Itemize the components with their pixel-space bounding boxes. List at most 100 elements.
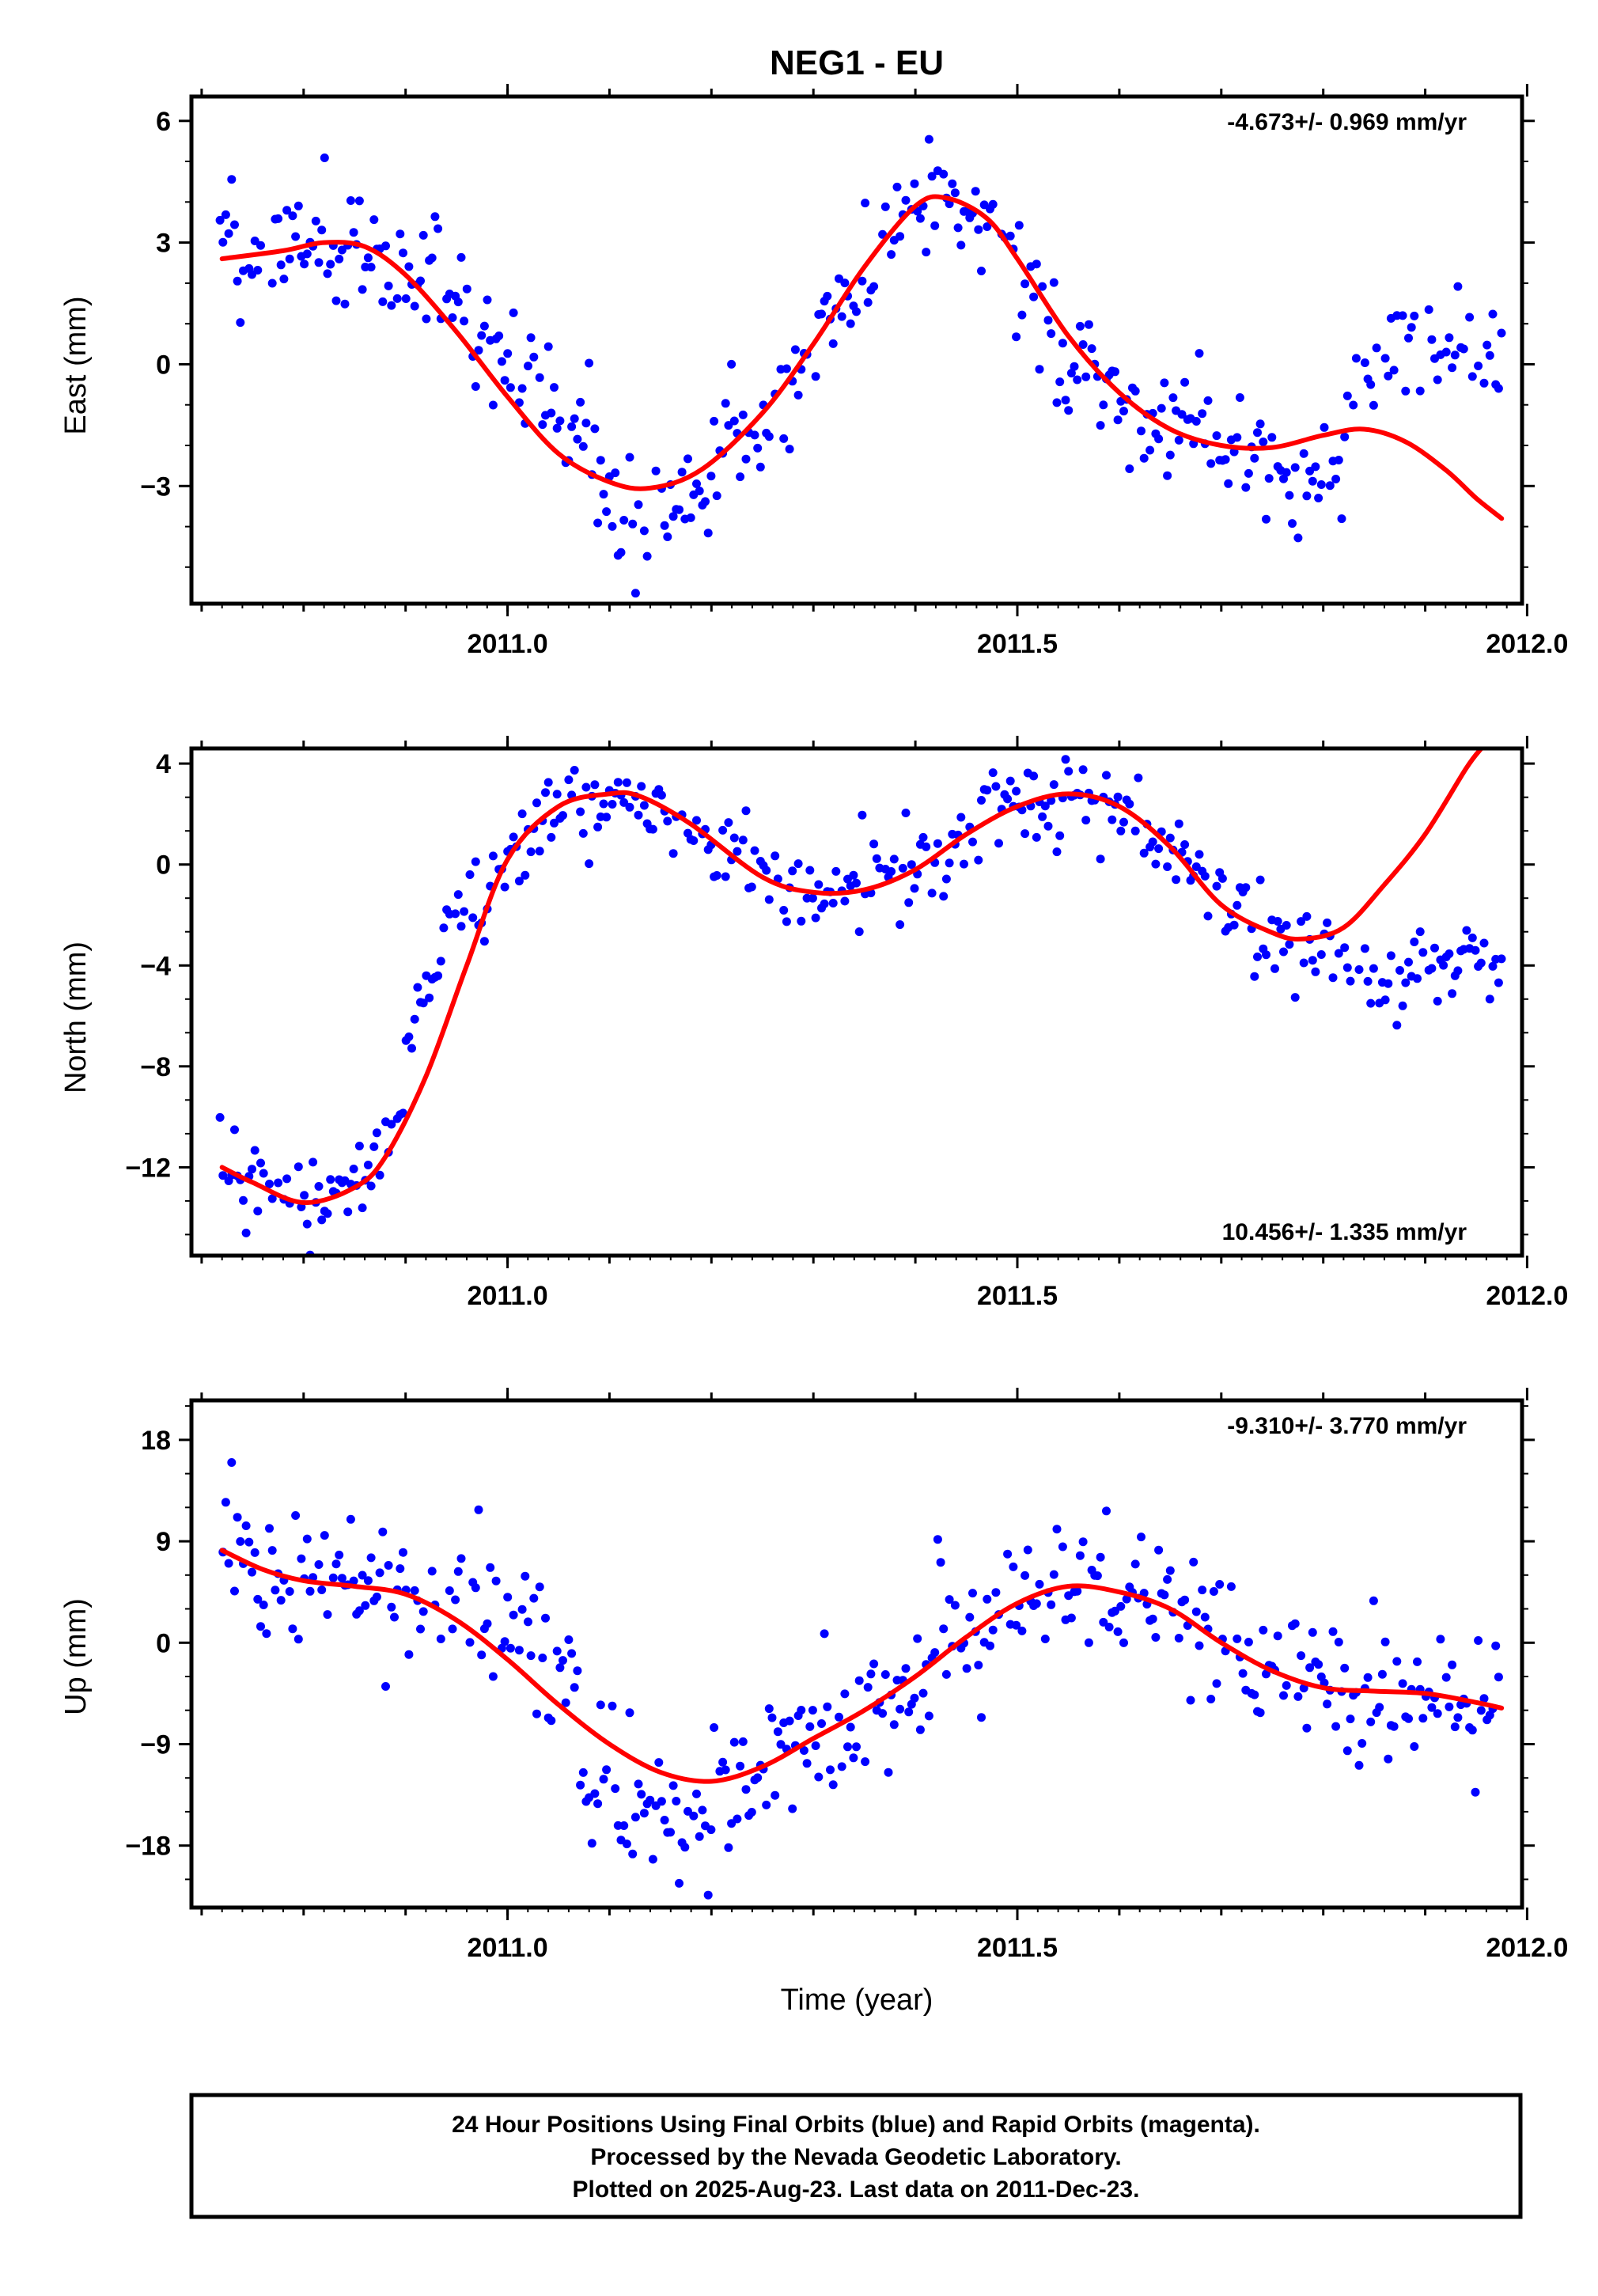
footer-line-1: 24 Hour Positions Using Final Orbits (bl… <box>452 2112 1260 2138</box>
up-position-point <box>453 1567 463 1576</box>
east-position-point <box>616 547 626 557</box>
east-position-point <box>1288 519 1297 529</box>
up-position-point <box>1186 1695 1195 1705</box>
east-position-point <box>1479 378 1489 388</box>
east-position-point <box>837 312 846 321</box>
east-position-point <box>1139 453 1149 463</box>
north-position-point <box>1049 780 1058 790</box>
up-data-points <box>218 1458 1503 1900</box>
up-position-point <box>538 1654 547 1662</box>
up-position-point <box>1049 1570 1058 1579</box>
up-position-point <box>910 1693 919 1703</box>
y-tick-label: −12 <box>125 1153 171 1183</box>
north-position-point <box>363 1161 373 1169</box>
north-position-point <box>1012 786 1021 796</box>
east-position-point <box>1259 438 1268 446</box>
north-position-point <box>253 1207 263 1216</box>
north-position-point <box>241 1228 251 1237</box>
east-position-point <box>817 309 826 319</box>
up-position-point <box>843 1742 852 1752</box>
up-position-point <box>724 1843 733 1852</box>
east-position-point <box>660 521 669 530</box>
up-position-point <box>1476 1706 1486 1715</box>
up-position-point <box>1366 1717 1376 1726</box>
east-position-point <box>401 294 411 303</box>
up-position-point <box>1189 1557 1198 1567</box>
x-tick-label: 2011.5 <box>977 1933 1058 1963</box>
north-position-point <box>267 1194 277 1203</box>
up-position-point <box>1305 1663 1315 1673</box>
north-position-point <box>547 832 556 842</box>
east-position-point <box>625 453 634 462</box>
east-position-point <box>1224 479 1233 488</box>
up-position-point <box>1323 1699 1332 1709</box>
up-position-point <box>477 1650 487 1660</box>
east-position-point <box>399 248 407 258</box>
north-position-point <box>1212 881 1221 891</box>
east-position-point <box>1081 372 1091 381</box>
up-position-point <box>244 1537 254 1547</box>
up-position-point <box>503 1593 513 1602</box>
east-position-point <box>1160 378 1169 388</box>
east-position-point <box>1320 422 1329 432</box>
east-position-point <box>1424 305 1433 314</box>
north-position-point <box>1241 883 1251 892</box>
north-position-point <box>471 857 480 866</box>
north-position-point <box>904 898 914 907</box>
up-position-point <box>564 1635 574 1644</box>
north-position-point <box>1203 911 1213 921</box>
up-position-point <box>1328 1627 1338 1636</box>
east-position-point <box>434 224 443 233</box>
east-position-point <box>1032 260 1041 269</box>
north-velocity-label: 10.456+/- 1.335 mm/yr <box>1222 1219 1467 1245</box>
north-position-point <box>1392 1021 1402 1030</box>
east-position-point <box>555 416 565 426</box>
east-position-point <box>218 237 228 247</box>
up-position-point <box>1148 1614 1157 1623</box>
up-position-point <box>680 1843 690 1852</box>
up-position-point <box>1377 1669 1387 1679</box>
up-position-point <box>703 1890 713 1900</box>
up-position-point <box>253 1594 263 1604</box>
up-position-point <box>968 1589 977 1598</box>
east-position-point <box>753 443 763 453</box>
north-position-point <box>1113 792 1123 801</box>
up-position-point <box>297 1554 306 1563</box>
east-position-point <box>736 472 745 482</box>
up-position-point <box>547 1716 556 1726</box>
up-position-point <box>1297 1651 1306 1661</box>
east-position-point <box>236 318 245 328</box>
north-position-point <box>793 859 803 869</box>
up-position-point <box>660 1816 669 1824</box>
east-position-point <box>1073 375 1082 385</box>
up-position-point <box>541 1613 550 1623</box>
up-position-point <box>741 1785 751 1794</box>
east-position-point <box>930 221 940 230</box>
east-position-point <box>529 352 539 362</box>
up-position-point <box>1233 1634 1242 1643</box>
up-position-point <box>1259 1625 1268 1635</box>
x-tick-label: 2011.5 <box>977 629 1058 659</box>
up-position-point <box>1130 1559 1140 1569</box>
up-position-point <box>535 1582 544 1592</box>
north-position-point <box>465 870 475 879</box>
up-position-point <box>1427 1703 1437 1712</box>
up-position-point <box>555 1663 565 1673</box>
north-position-point <box>407 1044 416 1053</box>
x-tick-label: 2012.0 <box>1486 1281 1568 1311</box>
north-position-point <box>968 837 977 847</box>
north-position-point <box>535 847 544 856</box>
east-position-point <box>1119 407 1128 416</box>
north-position-point <box>434 971 443 980</box>
up-position-point <box>410 1586 419 1595</box>
north-model-fit-line <box>219 748 1484 1206</box>
up-position-point <box>1160 1590 1169 1600</box>
up-position-point <box>1279 1691 1288 1700</box>
east-position-point <box>988 199 998 209</box>
up-position-point <box>1119 1638 1128 1647</box>
north-position-point <box>564 775 574 785</box>
east-position-point <box>755 462 765 472</box>
north-position-point <box>1180 840 1190 849</box>
up-position-point <box>814 1772 824 1782</box>
